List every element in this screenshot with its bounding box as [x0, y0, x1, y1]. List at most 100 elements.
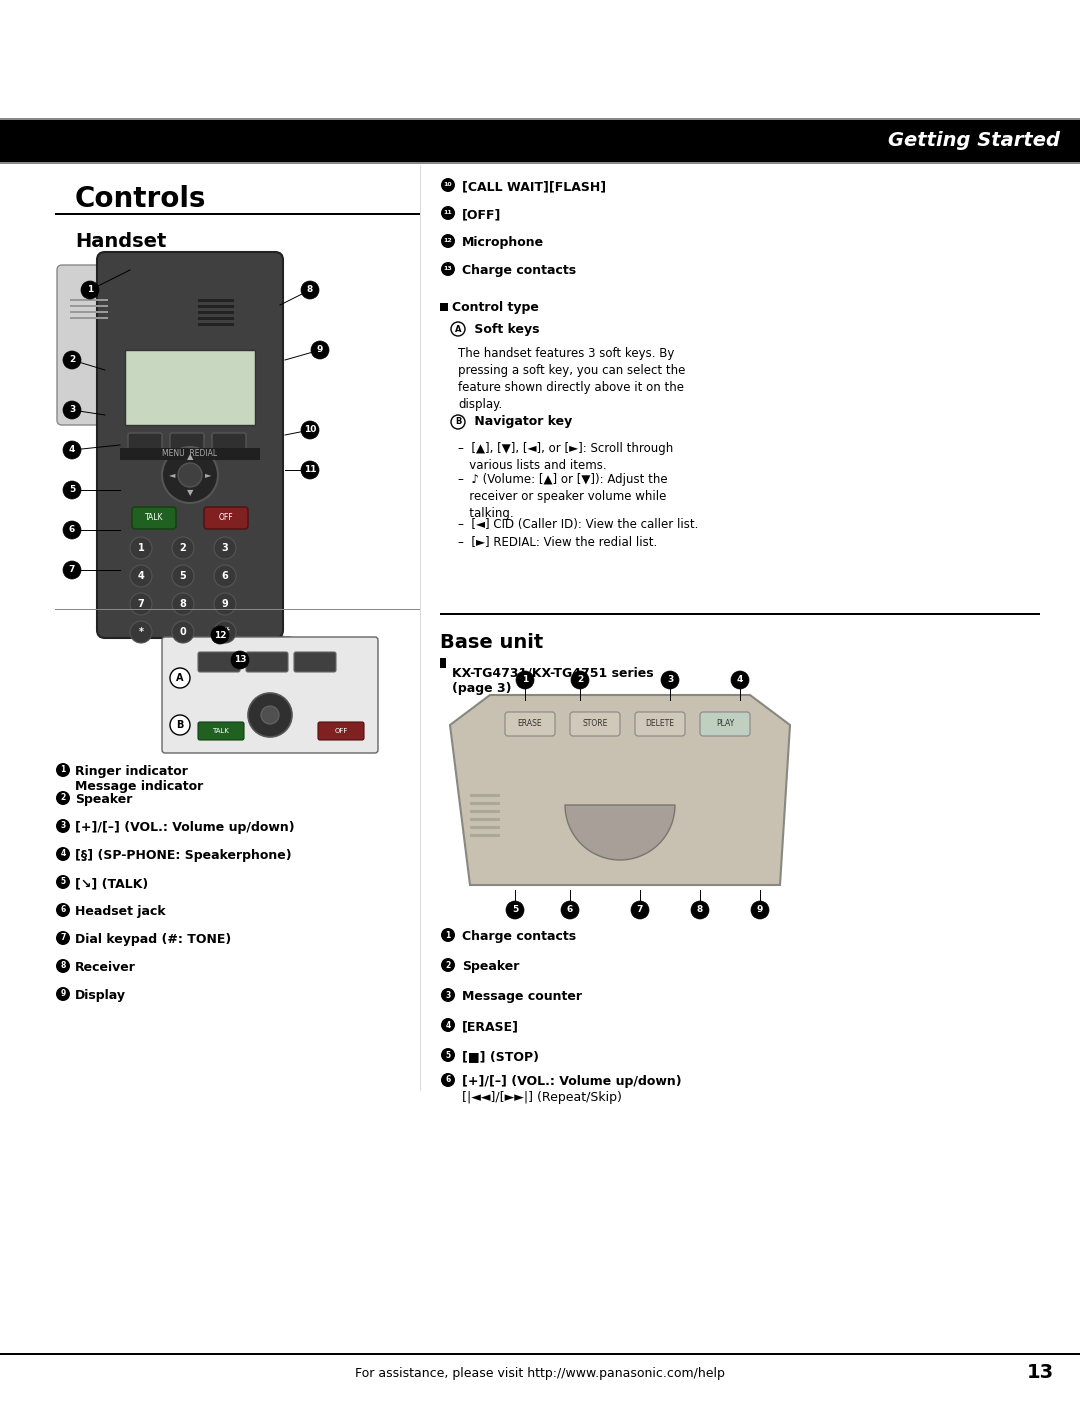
- FancyBboxPatch shape: [170, 432, 204, 451]
- Text: Headset jack: Headset jack: [75, 906, 165, 918]
- Text: 0: 0: [179, 628, 187, 637]
- Circle shape: [56, 931, 70, 945]
- Circle shape: [231, 651, 249, 668]
- Bar: [0, 118, 1080, 119]
- Bar: [55, 212, 420, 215]
- Text: 13: 13: [1026, 1363, 1054, 1383]
- Text: 7: 7: [69, 566, 76, 574]
- FancyBboxPatch shape: [505, 712, 555, 736]
- Text: 2: 2: [69, 355, 76, 365]
- Text: 2: 2: [445, 960, 450, 970]
- Text: Speaker: Speaker: [75, 793, 133, 806]
- Text: 2: 2: [179, 543, 187, 553]
- Circle shape: [170, 715, 190, 736]
- Text: 1: 1: [445, 931, 450, 939]
- Text: 7: 7: [637, 906, 644, 914]
- Text: ▲: ▲: [187, 452, 193, 462]
- Text: 6: 6: [567, 906, 573, 914]
- Text: For assistance, please visit http://www.panasonic.com/help: For assistance, please visit http://www.…: [355, 1366, 725, 1380]
- Bar: [70, 312, 108, 313]
- Text: OFF: OFF: [218, 514, 233, 522]
- Text: DELETE: DELETE: [646, 719, 675, 729]
- Text: MENU  REDIAL: MENU REDIAL: [162, 449, 217, 459]
- Text: 6: 6: [221, 571, 228, 581]
- Circle shape: [178, 463, 202, 487]
- Text: [OFF]: [OFF]: [462, 208, 501, 220]
- Text: 5: 5: [512, 906, 518, 914]
- Text: 1: 1: [137, 543, 145, 553]
- Circle shape: [214, 592, 237, 615]
- Text: 3: 3: [666, 675, 673, 685]
- Circle shape: [56, 903, 70, 917]
- Text: 8: 8: [697, 906, 703, 914]
- Text: ►: ►: [205, 470, 212, 480]
- Text: 9: 9: [316, 345, 323, 354]
- Bar: [440, 612, 1040, 615]
- Circle shape: [63, 351, 81, 369]
- Text: 6: 6: [60, 906, 66, 914]
- Text: [+]/[–] (VOL.: Volume up/down): [+]/[–] (VOL.: Volume up/down): [462, 1075, 681, 1088]
- Circle shape: [56, 987, 70, 1001]
- Circle shape: [56, 762, 70, 776]
- Text: Navigator key: Navigator key: [470, 416, 572, 428]
- Text: Display: Display: [75, 988, 126, 1002]
- Circle shape: [130, 536, 152, 559]
- FancyBboxPatch shape: [246, 651, 288, 673]
- Circle shape: [301, 461, 319, 479]
- Text: –  [►] REDIAL: View the redial list.: – [►] REDIAL: View the redial list.: [458, 535, 658, 548]
- Text: 9: 9: [60, 990, 66, 998]
- FancyBboxPatch shape: [212, 432, 246, 451]
- Circle shape: [507, 901, 524, 920]
- Bar: [0, 161, 1080, 164]
- Circle shape: [81, 281, 99, 299]
- Circle shape: [172, 564, 194, 587]
- FancyBboxPatch shape: [57, 265, 122, 425]
- Text: 10: 10: [444, 183, 453, 188]
- Circle shape: [441, 1047, 455, 1061]
- Bar: [0, 1353, 1080, 1355]
- FancyBboxPatch shape: [700, 712, 750, 736]
- Text: Ringer indicator: Ringer indicator: [75, 765, 188, 778]
- Circle shape: [311, 341, 329, 359]
- Text: Charge contacts: Charge contacts: [462, 264, 576, 277]
- Text: 13: 13: [444, 267, 453, 271]
- Circle shape: [751, 901, 769, 920]
- Text: (page 3): (page 3): [453, 682, 512, 695]
- Text: 8: 8: [179, 600, 187, 609]
- Circle shape: [63, 482, 81, 498]
- Circle shape: [441, 1073, 455, 1087]
- Text: 1: 1: [60, 765, 66, 775]
- Circle shape: [56, 875, 70, 889]
- Circle shape: [56, 959, 70, 973]
- Circle shape: [561, 901, 579, 920]
- Circle shape: [56, 819, 70, 833]
- FancyBboxPatch shape: [318, 722, 364, 740]
- Text: The handset features 3 soft keys. By
pressing a soft key, you can select the
fea: The handset features 3 soft keys. By pre…: [458, 347, 686, 411]
- Circle shape: [441, 988, 455, 1002]
- Text: 1: 1: [86, 285, 93, 295]
- Bar: [470, 826, 500, 828]
- Text: 5: 5: [69, 486, 76, 494]
- Circle shape: [214, 621, 237, 643]
- Text: Control type: Control type: [453, 300, 539, 313]
- Bar: [70, 299, 108, 300]
- Circle shape: [172, 536, 194, 559]
- FancyBboxPatch shape: [162, 637, 378, 753]
- Circle shape: [441, 928, 455, 942]
- Text: A: A: [455, 324, 461, 334]
- Text: 11: 11: [444, 211, 453, 215]
- Text: B: B: [455, 417, 461, 427]
- Text: Controls: Controls: [75, 185, 206, 213]
- Bar: [198, 305, 233, 307]
- Text: 2: 2: [60, 793, 66, 803]
- Text: –  ♪ (Volume: [▲] or [▼]): Adjust the
   receiver or speaker volume while
   tal: – ♪ (Volume: [▲] or [▼]): Adjust the rec…: [458, 473, 667, 519]
- Text: Dial keypad (#: TONE): Dial keypad (#: TONE): [75, 934, 231, 946]
- FancyBboxPatch shape: [294, 651, 336, 673]
- Circle shape: [691, 901, 708, 920]
- Circle shape: [214, 536, 237, 559]
- Text: –  [▲], [▼], [◄], or [►]: Scroll through
   various lists and items.: – [▲], [▼], [◄], or [►]: Scroll through …: [458, 442, 673, 472]
- Text: Speaker: Speaker: [462, 960, 519, 973]
- Text: 4: 4: [69, 445, 76, 455]
- Circle shape: [441, 206, 455, 220]
- Bar: [70, 305, 108, 307]
